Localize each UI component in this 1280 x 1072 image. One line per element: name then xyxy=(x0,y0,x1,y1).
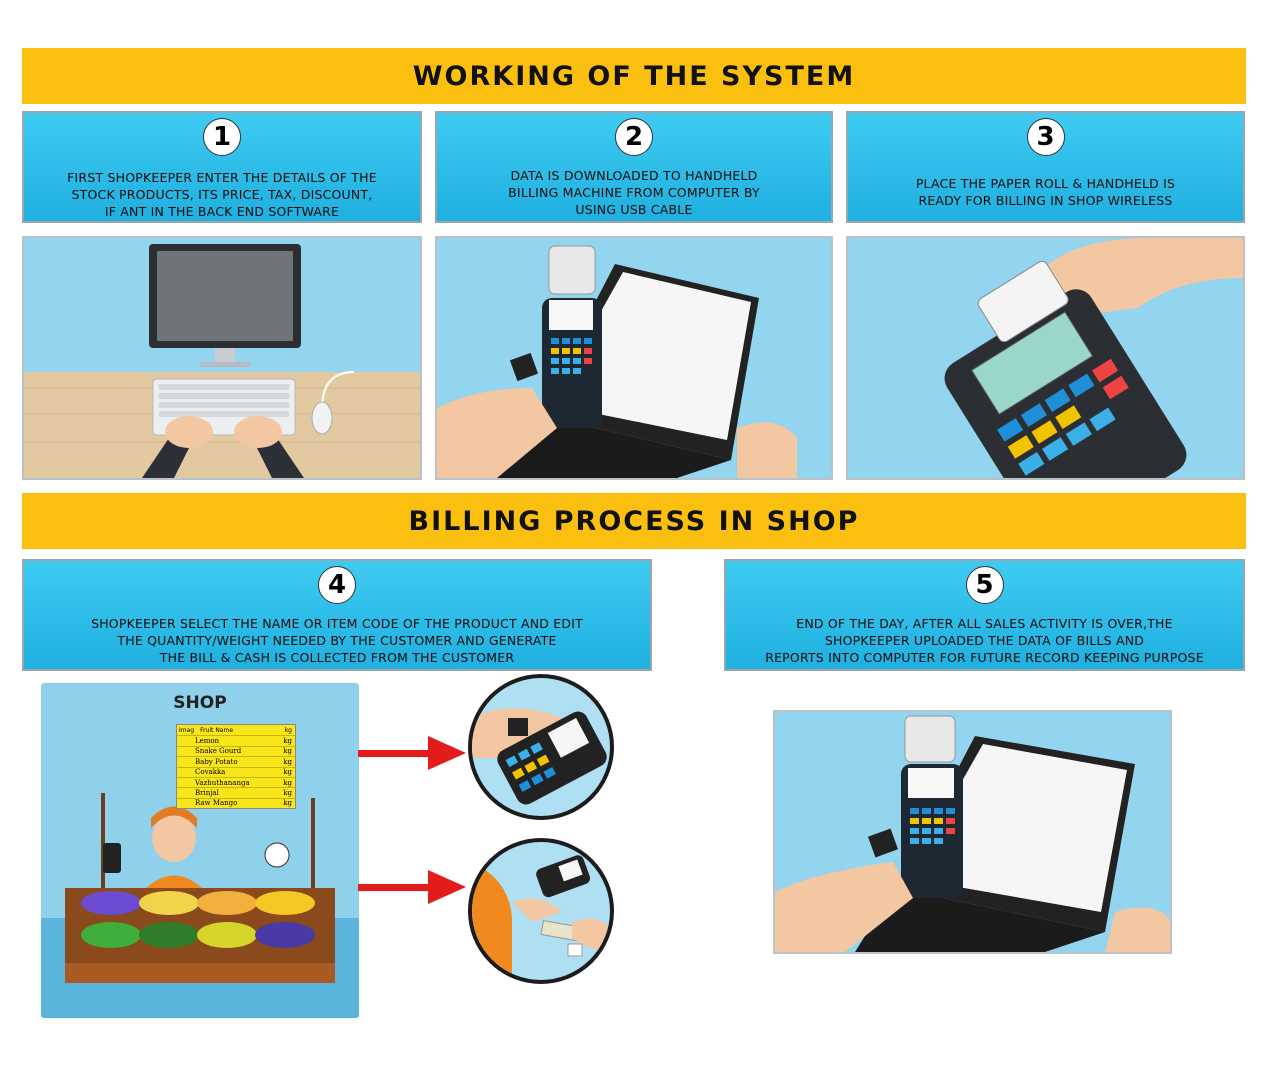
sign-item-unit: kg xyxy=(283,737,292,746)
illustration-handheld-laptop xyxy=(435,236,833,480)
sign-item-name: Raw Mango xyxy=(195,799,238,808)
arrow-right-icon xyxy=(358,870,466,904)
step-box-1: 1 FIRST SHOPKEEPER ENTER THE DETAILS OF … xyxy=(22,111,422,223)
sign-item-unit: kg xyxy=(283,757,292,766)
step-text: DATA IS DOWNLOADED TO HANDHELD BILLING M… xyxy=(508,168,760,217)
sign-item-unit: kg xyxy=(283,747,292,756)
step-text: END OF THE DAY, AFTER ALL SALES ACTIVITY… xyxy=(765,616,1204,665)
sign-header-unit: kg xyxy=(284,726,292,734)
banner-working-of-system: WORKING OF THE SYSTEM xyxy=(22,48,1246,104)
sign-row: Raw Mango kg xyxy=(177,797,295,808)
illustration-upload-to-computer xyxy=(773,710,1172,954)
sign-item-name: Covakka xyxy=(195,768,226,777)
sign-header-img: Imag xyxy=(179,726,195,734)
shop-title: SHOP xyxy=(173,693,227,713)
sign-row: Brinjal kg xyxy=(177,787,295,797)
sign-item-unit: kg xyxy=(283,778,292,787)
sign-row: Lemon kg xyxy=(177,735,295,745)
step-text: PLACE THE PAPER ROLL & HANDHELD IS READY… xyxy=(915,176,1176,208)
banner-title: BILLING PROCESS IN SHOP xyxy=(408,505,860,537)
sign-header: Imag Fruit Name kg xyxy=(177,725,295,735)
shop-price-sign: Imag Fruit Name kg Lemon kg Snake Gourd kg… xyxy=(176,724,296,810)
sign-item-name: Baby Potato xyxy=(195,757,238,766)
step-number: 4 xyxy=(318,566,356,604)
sign-row: Covakka kg xyxy=(177,766,295,777)
step-number: 2 xyxy=(615,118,653,156)
step-text: SHOPKEEPER SELECT THE NAME OR ITEM CODE … xyxy=(91,616,583,665)
sign-item-name: Brinjal xyxy=(195,789,219,798)
illustration-handheld-closeup xyxy=(468,674,614,820)
sign-item-name: Snake Gourd xyxy=(195,747,242,756)
arrow-right-icon xyxy=(358,736,466,770)
step-number: 3 xyxy=(1026,118,1065,156)
step-box-4: 4 SHOPKEEPER SELECT THE NAME OR ITEM COD… xyxy=(22,559,652,671)
sign-item-unit: kg xyxy=(283,768,292,777)
step-box-5: 5 END OF THE DAY, AFTER ALL SALES ACTIVI… xyxy=(724,559,1245,671)
step-number: 1 xyxy=(203,118,241,156)
sign-item-name: Lemon xyxy=(195,737,220,746)
illustration-paper-roll-handheld xyxy=(846,236,1245,480)
sign-item-name: Vazhuthananga xyxy=(195,778,250,787)
sign-row: Vazhuthananga kg xyxy=(177,776,295,787)
step-box-3: 3 PLACE THE PAPER ROLL & HANDHELD IS REA… xyxy=(846,111,1245,223)
step-text: FIRST SHOPKEEPER ENTER THE DETAILS OF TH… xyxy=(67,170,377,219)
step-box-2: 2 DATA IS DOWNLOADED TO HANDHELD BILLING… xyxy=(435,111,833,223)
sign-row: Baby Potato kg xyxy=(177,756,295,766)
illustration-desktop-computer xyxy=(22,236,422,480)
sign-item-unit: kg xyxy=(283,789,292,798)
illustration-cash-exchange xyxy=(468,838,614,984)
sign-row: Snake Gourd kg xyxy=(177,745,295,756)
sign-item-unit: kg xyxy=(283,799,292,808)
step-number: 5 xyxy=(965,566,1004,604)
banner-title: WORKING OF THE SYSTEM xyxy=(412,60,856,92)
sign-header-name: Fruit Name xyxy=(200,726,234,734)
banner-billing-process: BILLING PROCESS IN SHOP xyxy=(22,493,1246,549)
